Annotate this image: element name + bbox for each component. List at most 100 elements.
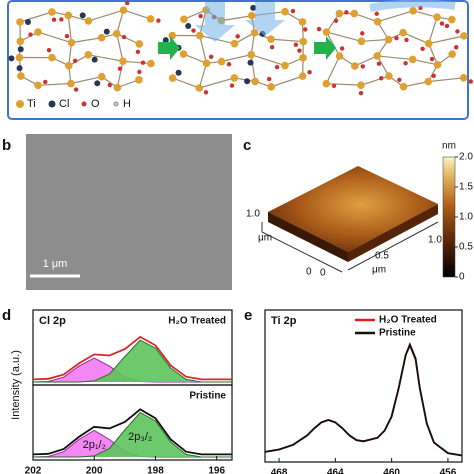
charts: Cl 2p H₂O Treated Intensity (a.u.) 2p₁/₂ 2p₃… xyxy=(10,309,463,474)
x-tick-label: 468 xyxy=(271,468,288,474)
ti-atom xyxy=(408,55,417,64)
ligand-atom xyxy=(51,17,57,22)
colorbar-tick-label: 0.5 xyxy=(459,242,473,253)
axis-tick-label: 0 xyxy=(320,268,326,279)
x-tick-label: 464 xyxy=(327,468,344,474)
legend-label: Cl xyxy=(59,98,69,110)
ti-atom xyxy=(460,32,468,40)
ligand-atom xyxy=(468,79,473,84)
ti-atom xyxy=(373,52,382,60)
ti-atom xyxy=(119,6,128,14)
bond xyxy=(377,55,413,61)
ligand-atom xyxy=(303,27,308,32)
ti-atom xyxy=(67,38,76,47)
bond xyxy=(354,55,378,67)
ligand-atom xyxy=(344,10,349,15)
ligand-atom xyxy=(140,60,146,65)
ligand-atom xyxy=(125,0,130,6)
ti-atom xyxy=(298,18,307,26)
ligand-atom xyxy=(229,83,235,88)
panel-letter: d xyxy=(2,307,11,324)
ligand-atom xyxy=(360,64,365,69)
ligand-atom xyxy=(107,82,112,88)
bond xyxy=(428,35,465,45)
colorbar-tick-label: 0 xyxy=(459,272,465,283)
ti-atom xyxy=(16,37,25,46)
ligand-atom xyxy=(203,90,209,95)
ligand-atom xyxy=(376,61,382,66)
ligand-atom xyxy=(64,33,70,39)
ti-atom xyxy=(195,31,204,40)
ligand-atom xyxy=(198,13,203,19)
bond xyxy=(71,37,102,44)
ti-atom xyxy=(84,17,93,25)
axis-tick-label: 1.0 xyxy=(428,235,442,246)
ligand-atom xyxy=(137,69,142,75)
panel-a-frame xyxy=(7,0,469,120)
ti-atom xyxy=(180,15,188,24)
bond xyxy=(37,82,71,86)
ti-atom xyxy=(168,74,177,82)
ligand-atom xyxy=(360,31,365,36)
bond xyxy=(221,54,252,63)
ti-atom xyxy=(299,54,307,62)
bond xyxy=(116,33,140,45)
bond xyxy=(198,63,208,89)
ligand-atom xyxy=(394,35,399,41)
ti-atom xyxy=(202,59,211,68)
ligand-atom xyxy=(404,37,409,43)
axis-tick-label: 0.5 xyxy=(375,251,389,262)
bond xyxy=(376,55,390,77)
ti-atom xyxy=(322,28,331,36)
ti-atom xyxy=(217,57,226,66)
ligand-atom xyxy=(73,87,79,92)
ligand-atom xyxy=(247,59,254,66)
component-area xyxy=(33,430,232,457)
axis-tick-label: 1.0 xyxy=(246,209,260,220)
bond xyxy=(325,31,341,57)
component-line xyxy=(33,411,232,458)
ti-atom xyxy=(298,72,307,80)
legend-marker xyxy=(81,101,87,107)
ti-atom xyxy=(34,81,42,90)
ti-atom xyxy=(17,72,25,80)
ti-atom xyxy=(281,61,289,70)
bond xyxy=(402,32,429,45)
panel-letter: e xyxy=(244,307,252,324)
ti-atom xyxy=(357,37,366,46)
ti-atom xyxy=(112,29,121,38)
ti-atom xyxy=(299,37,308,46)
water-arrow xyxy=(369,0,456,12)
legend: Ti Cl O H xyxy=(16,98,131,110)
ti-atom xyxy=(335,9,344,18)
sem-image xyxy=(26,134,232,290)
bond xyxy=(250,54,256,82)
bond xyxy=(428,43,439,66)
ligand-atom xyxy=(175,69,182,76)
ligand-atom xyxy=(444,23,450,29)
x-tick-label: 196 xyxy=(208,466,225,474)
spectrum-line xyxy=(32,408,232,456)
x-tick-label: 460 xyxy=(383,468,400,474)
bond xyxy=(360,75,390,86)
legend-label: O xyxy=(91,98,100,110)
x-tick-label: 202 xyxy=(25,466,42,474)
ligand-atom xyxy=(374,11,379,16)
ligand-atom xyxy=(420,46,425,52)
legend-label: Ti xyxy=(27,98,36,110)
plot-frame xyxy=(264,309,463,463)
component-area xyxy=(33,358,232,382)
ti-atom xyxy=(195,84,204,92)
ligand-atom xyxy=(455,29,460,34)
ligand-atom xyxy=(339,46,345,51)
plot-frame xyxy=(32,384,233,461)
ti-atom xyxy=(399,28,407,37)
ligand-atom xyxy=(244,78,251,85)
ligand-atom xyxy=(333,18,339,23)
component-area xyxy=(33,412,232,457)
component-line xyxy=(33,339,232,383)
ti-atom xyxy=(135,76,143,84)
bond xyxy=(37,31,72,44)
ligand-atom xyxy=(274,64,280,70)
ti-atom xyxy=(433,61,442,69)
